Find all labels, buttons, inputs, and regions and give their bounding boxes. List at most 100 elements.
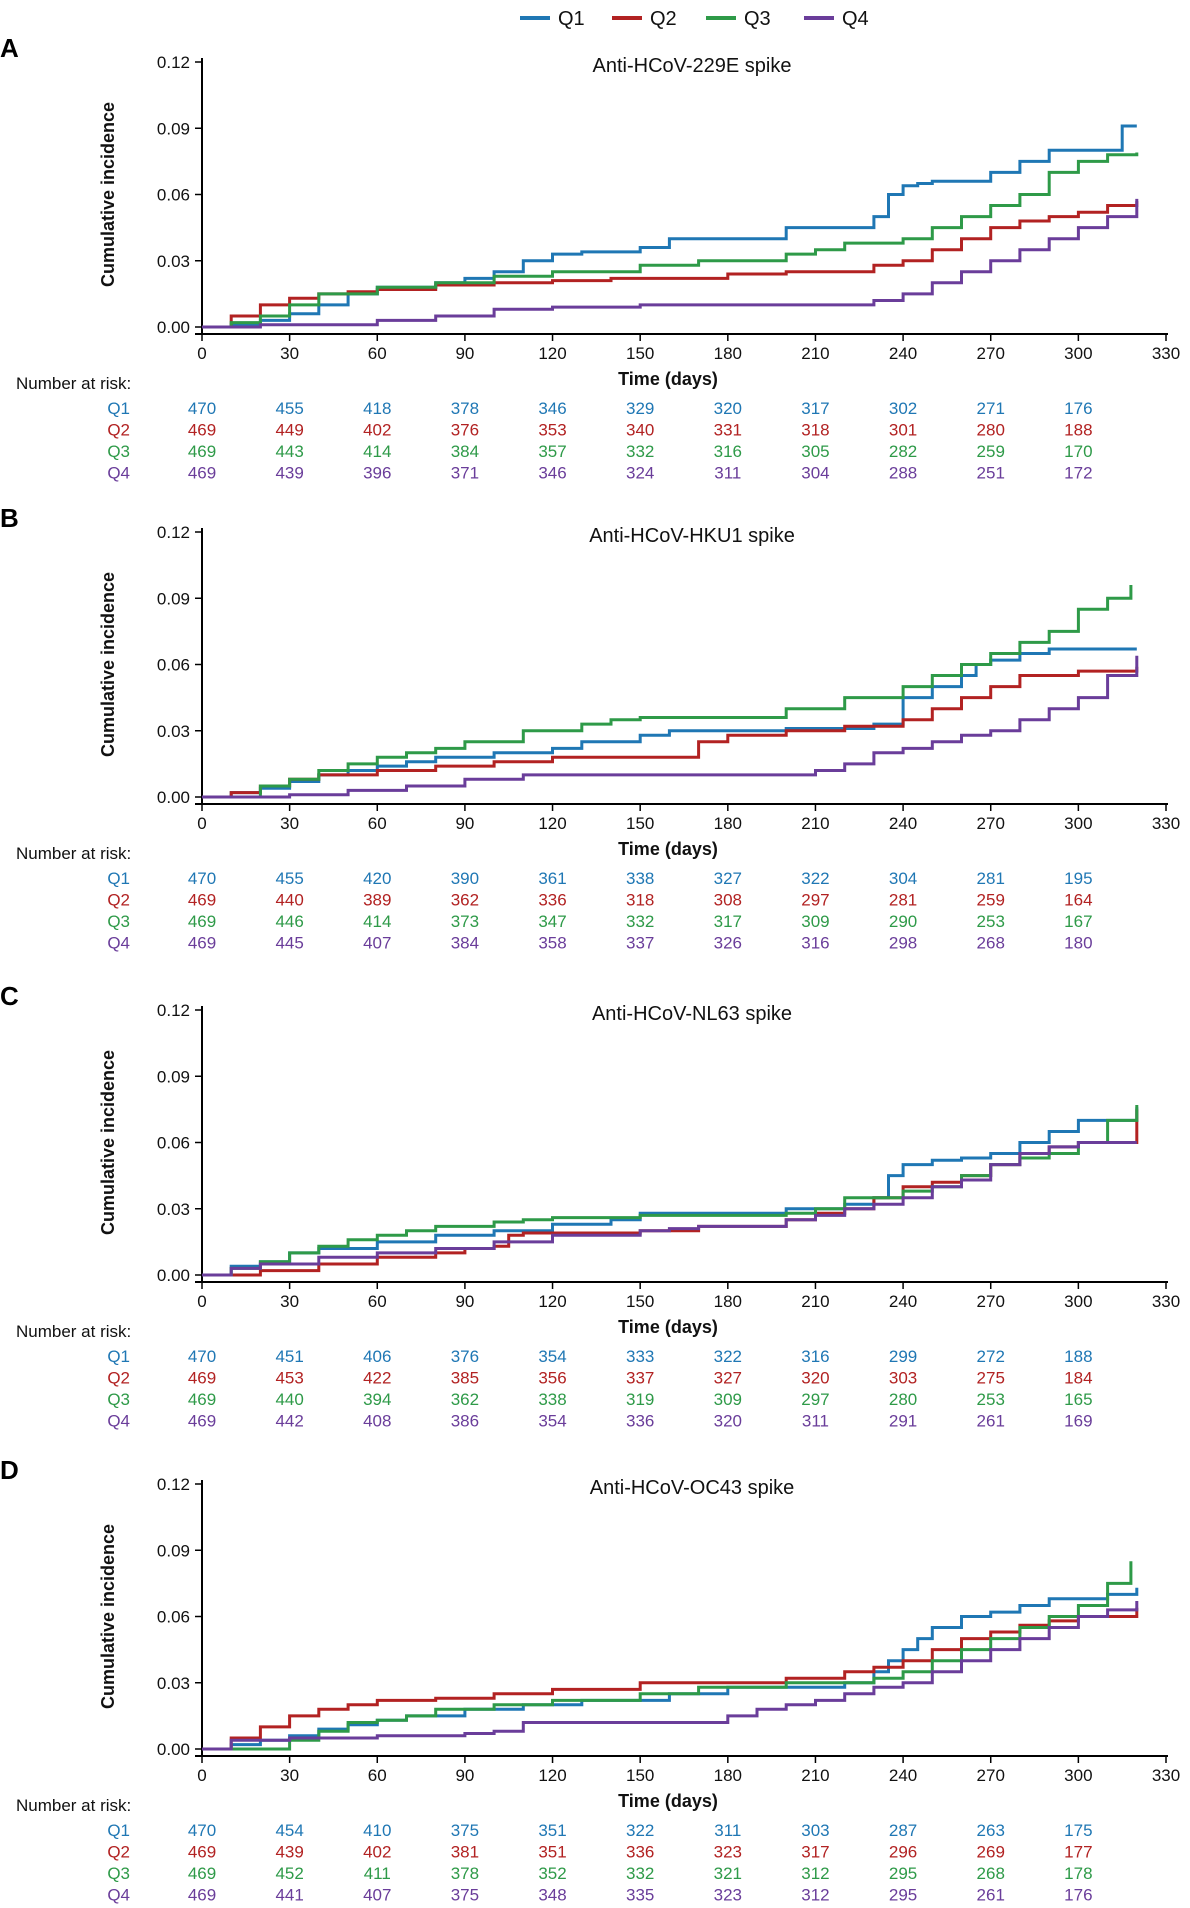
legend-label: Q3: [744, 8, 771, 30]
risk-count: 346: [538, 399, 566, 418]
panel-letter: B: [0, 503, 19, 533]
y-tick-label: 0.09: [157, 1067, 190, 1086]
risk-count: 302: [889, 399, 917, 418]
risk-count: 309: [714, 1390, 742, 1409]
risk-count: 176: [1064, 1886, 1092, 1905]
risk-count: 375: [451, 1886, 479, 1905]
x-tick-label: 240: [889, 1292, 917, 1311]
risk-count: 396: [363, 464, 391, 483]
risk-count: 362: [451, 1390, 479, 1409]
x-tick-label: 60: [368, 344, 387, 363]
risk-group-label: Q2: [107, 421, 130, 440]
risk-count: 469: [188, 891, 216, 910]
risk-count: 290: [889, 912, 917, 931]
risk-count: 469: [188, 1390, 216, 1409]
risk-count: 333: [626, 1347, 654, 1366]
risk-count: 261: [977, 1412, 1005, 1431]
risk-count: 312: [801, 1864, 829, 1883]
risk-count: 291: [889, 1412, 917, 1431]
panel-letter: D: [0, 1455, 19, 1485]
x-tick-label: 330: [1152, 1766, 1180, 1785]
y-axis-label: Cumulative incidence: [98, 1524, 118, 1709]
series-line-q2: [202, 1109, 1139, 1277]
risk-count: 406: [363, 1347, 391, 1366]
risk-count: 304: [801, 464, 829, 483]
x-tick-label: 300: [1064, 814, 1092, 833]
risk-count: 323: [714, 1843, 742, 1862]
y-tick-label: 0.12: [157, 1475, 190, 1494]
risk-count: 251: [977, 464, 1005, 483]
risk-count: 280: [889, 1390, 917, 1409]
risk-count: 469: [188, 1369, 216, 1388]
risk-count: 178: [1064, 1864, 1092, 1883]
risk-count: 452: [275, 1864, 303, 1883]
y-tick-label: 0.06: [157, 1608, 190, 1627]
x-tick-label: 330: [1152, 344, 1180, 363]
risk-count: 469: [188, 1412, 216, 1431]
risk-count: 441: [275, 1886, 303, 1905]
risk-count: 326: [714, 934, 742, 953]
risk-count: 337: [626, 1369, 654, 1388]
risk-count: 280: [977, 421, 1005, 440]
risk-count: 316: [714, 442, 742, 461]
x-axis-label: Time (days): [618, 369, 718, 389]
risk-count: 165: [1064, 1390, 1092, 1409]
series-line-q1: [202, 124, 1137, 329]
x-tick-label: 30: [280, 1292, 299, 1311]
series-line-q3: [202, 1561, 1133, 1751]
risk-count: 259: [977, 442, 1005, 461]
risk-group-label: Q3: [107, 1864, 130, 1883]
risk-group-label: Q2: [107, 891, 130, 910]
x-tick-label: 30: [280, 814, 299, 833]
risk-count: 301: [889, 421, 917, 440]
y-tick-label: 0.12: [157, 523, 190, 542]
risk-count: 297: [801, 891, 829, 910]
risk-count: 323: [714, 1886, 742, 1905]
x-tick-label: 60: [368, 1766, 387, 1785]
risk-count: 362: [451, 891, 479, 910]
risk-count: 340: [626, 421, 654, 440]
risk-count: 281: [889, 891, 917, 910]
risk-count: 287: [889, 1821, 917, 1840]
risk-count: 378: [451, 399, 479, 418]
risk-group-label: Q4: [107, 1412, 130, 1431]
risk-count: 408: [363, 1412, 391, 1431]
risk-count: 470: [188, 1347, 216, 1366]
risk-count: 176: [1064, 399, 1092, 418]
risk-count: 353: [538, 421, 566, 440]
risk-count: 361: [538, 869, 566, 888]
series-line-q1: [202, 1587, 1139, 1751]
risk-count: 318: [801, 421, 829, 440]
risk-count: 443: [275, 442, 303, 461]
series-line-q1: [202, 1107, 1139, 1277]
risk-group-label: Q3: [107, 1390, 130, 1409]
x-tick-label: 270: [977, 1766, 1005, 1785]
risk-count: 346: [538, 464, 566, 483]
x-tick-label: 150: [626, 344, 654, 363]
series-line-q4: [202, 1601, 1139, 1751]
x-tick-label: 30: [280, 344, 299, 363]
series-line-q4: [202, 655, 1139, 799]
panel-d: D Anti-HCoV-OC43 spike 0.00 0.03 0.06 0.09 0.1…: [0, 1455, 1180, 1905]
x-tick-label: 0: [197, 1766, 206, 1785]
y-tick-label: 0.00: [157, 1266, 190, 1285]
risk-count: 312: [801, 1886, 829, 1905]
x-tick-label: 150: [626, 1292, 654, 1311]
y-tick-label: 0.03: [157, 252, 190, 271]
risk-count: 304: [889, 869, 917, 888]
risk-count: 317: [714, 912, 742, 931]
panel-b: B Anti-HCoV-HKU1 spike 0.00 0.03 0.06 0.09 0.1…: [0, 503, 1180, 953]
x-tick-label: 270: [977, 814, 1005, 833]
panel-title: Anti-HCoV-OC43 spike: [590, 1477, 795, 1499]
risk-count: 320: [714, 399, 742, 418]
x-tick-label: 60: [368, 814, 387, 833]
risk-count: 169: [1064, 1412, 1092, 1431]
risk-count: 384: [451, 442, 479, 461]
risk-count: 469: [188, 1864, 216, 1883]
risk-count: 407: [363, 934, 391, 953]
risk-count: 167: [1064, 912, 1092, 931]
x-tick-label: 90: [455, 344, 474, 363]
risk-count: 381: [451, 1843, 479, 1862]
risk-group-label: Q1: [107, 869, 130, 888]
risk-count: 322: [714, 1347, 742, 1366]
